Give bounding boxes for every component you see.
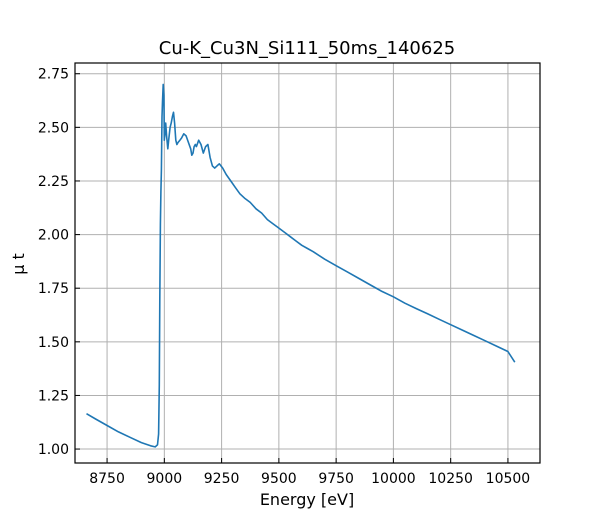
data-series (86, 83, 516, 448)
x-tick-label: 9250 (204, 471, 240, 487)
y-tick-label: 2.00 (38, 228, 69, 244)
y-tick-label: 1.25 (38, 388, 69, 404)
plot-area-frame (74, 62, 541, 464)
y-tick-label: 1.75 (38, 281, 69, 297)
y-tick-label: 2.25 (38, 174, 69, 190)
y-tick-label: 1.50 (38, 335, 69, 351)
series-line (86, 83, 516, 448)
x-tick-label: 8750 (89, 471, 125, 487)
x-tick-label: 9000 (147, 471, 183, 487)
chart-title: Cu-K_Cu3N_Si111_50ms_140625 (159, 38, 455, 59)
x-tick-label: 10000 (371, 471, 416, 487)
x-tick-label: 9500 (261, 471, 297, 487)
y-tick-label: 2.75 (38, 67, 69, 83)
x-axis-label: Energy [eV] (260, 490, 354, 509)
y-tick-label: 1.00 (38, 442, 69, 458)
x-tick-label: 9750 (318, 471, 354, 487)
axis-ticks: 8750 9000 9250 9500 9750 10000 10250 10500 1.00 1… (38, 67, 530, 487)
x-tick-label: 10500 (486, 471, 531, 487)
y-axis-label: μ t (9, 253, 28, 275)
grid-lines (75, 63, 540, 463)
x-tick-label: 10250 (428, 471, 473, 487)
y-tick-label: 2.50 (38, 120, 69, 136)
